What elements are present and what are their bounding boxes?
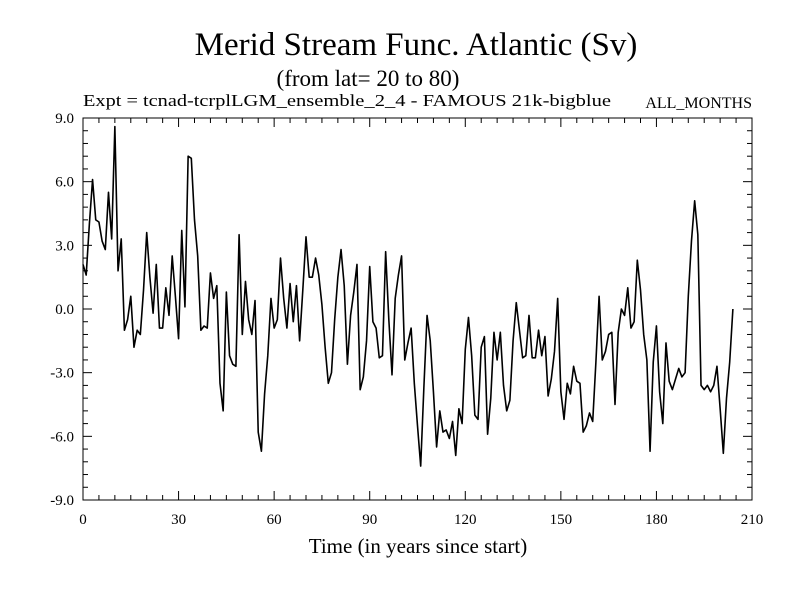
y-tick-label: -9.0: [50, 493, 74, 509]
x-tick-label: 180: [645, 512, 668, 528]
y-tick-label: -3.0: [50, 366, 74, 382]
y-tick-label: -6.0: [50, 429, 74, 445]
chart-subtitle: (from lat= 20 to 80): [277, 66, 460, 91]
x-tick-label: 120: [454, 512, 477, 528]
x-tick-label: 0: [79, 512, 87, 528]
x-axis-label: Time (in years since start): [309, 534, 528, 558]
plot-frame: [82, 117, 753, 501]
series-line: [82, 125, 734, 467]
run-label: LGM_ensemble_2_4 - FAMOUS 21k-bigblue: [231, 91, 611, 110]
y-tick-label: 0.0: [55, 302, 74, 318]
y-tick-label: 3.0: [55, 238, 74, 254]
period-label: ALL_MONTHS: [645, 95, 752, 112]
x-tick-label: 30: [171, 512, 186, 528]
x-tick-label: 60: [267, 512, 282, 528]
y-tick-label: 9.0: [55, 111, 74, 127]
x-tick-label: 90: [362, 512, 377, 528]
x-tick-label: 210: [741, 512, 764, 528]
chart-title: Merid Stream Func. Atlantic (Sv): [195, 27, 638, 63]
experiment-label: Expt = tcnad-tcrpl: [83, 91, 231, 110]
y-tick-label: 6.0: [55, 175, 74, 191]
axis-ticks: [82, 117, 753, 501]
x-tick-label: 150: [550, 512, 573, 528]
tick-labels: 0 30 60 90 120 150 180 210 -9.0 -6.0 -3.0 0.0 3.0 6.0…: [50, 111, 763, 528]
